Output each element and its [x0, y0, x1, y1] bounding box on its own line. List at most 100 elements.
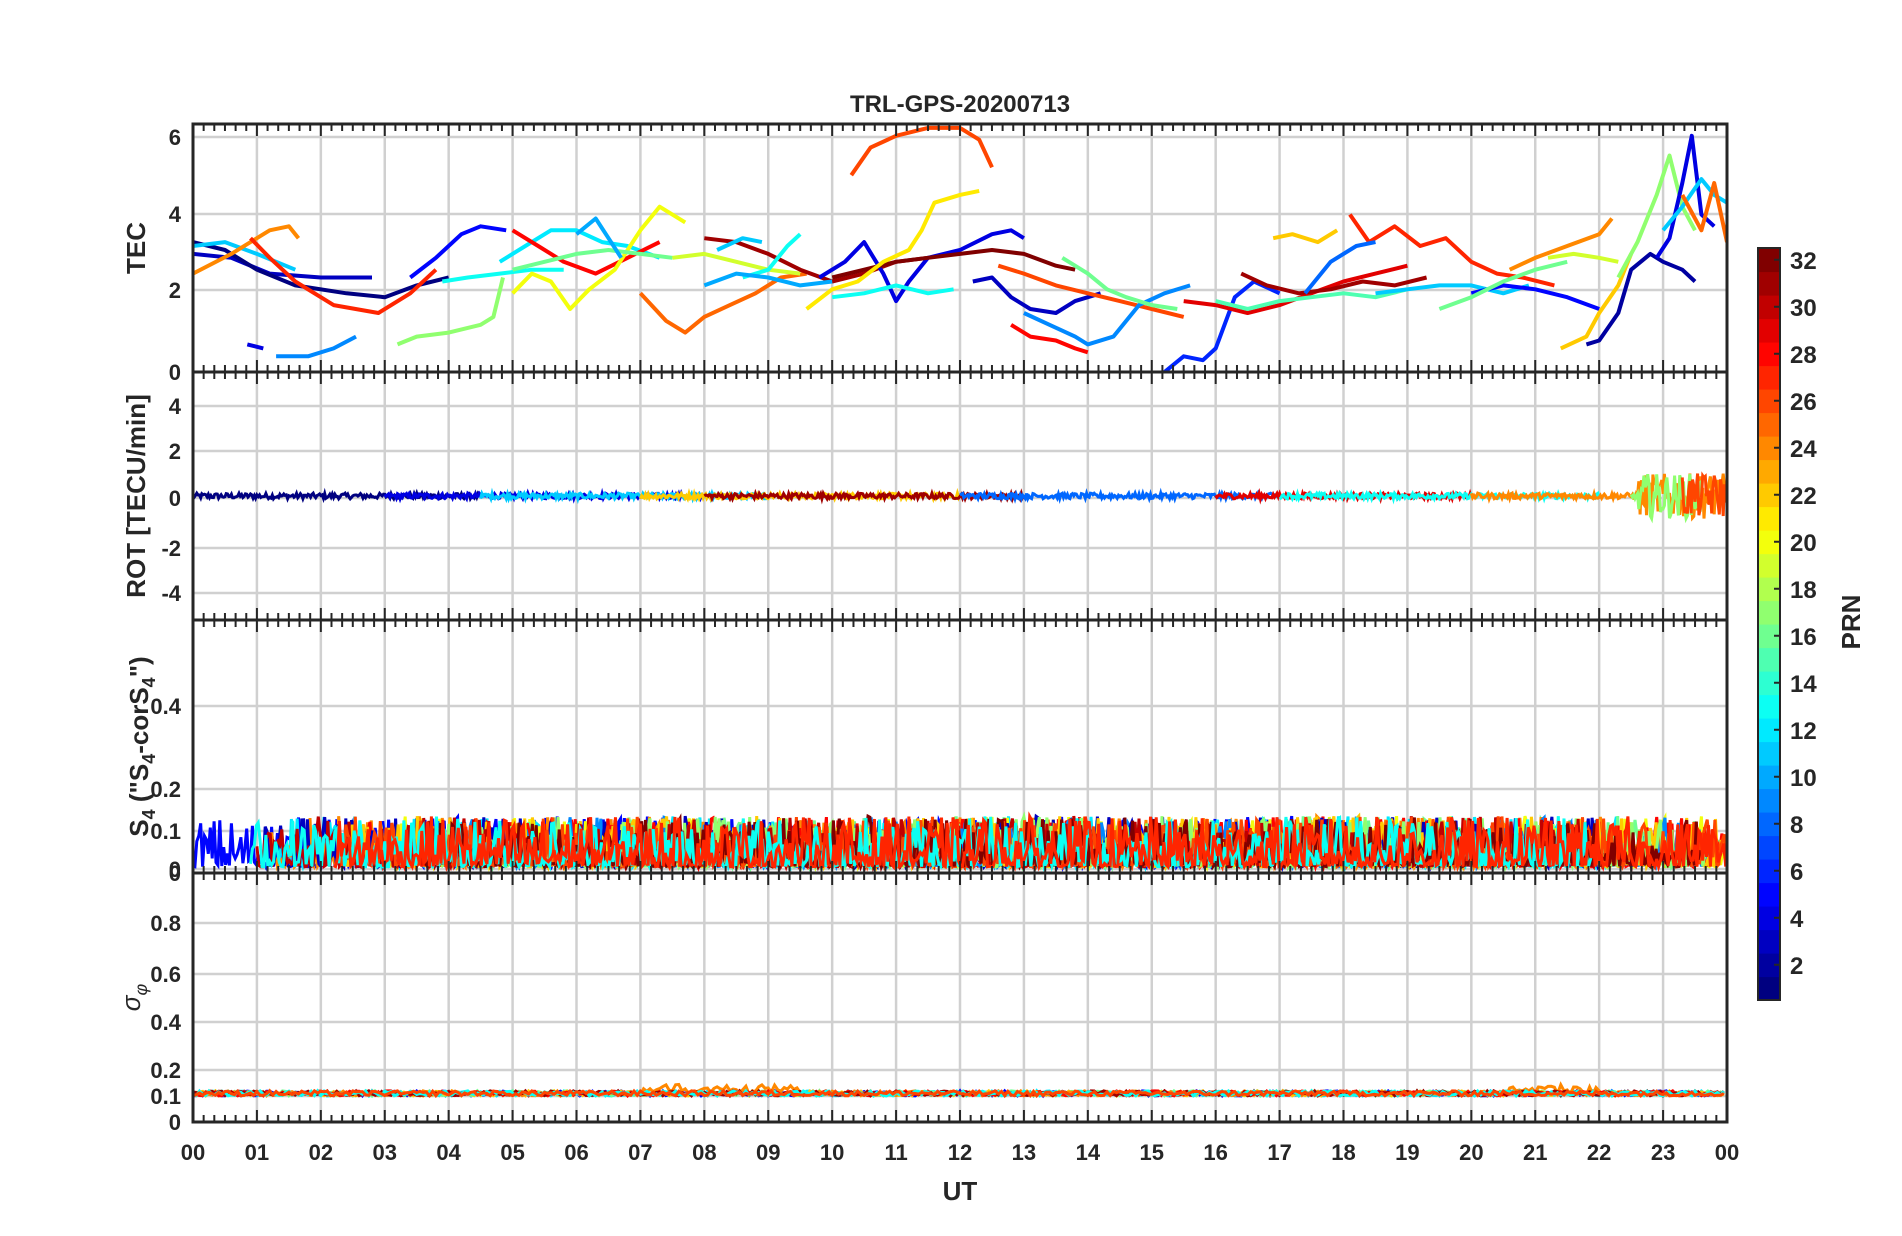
x-tick-label: 04 — [436, 1140, 461, 1165]
x-tick-label: 15 — [1140, 1140, 1164, 1165]
y-tick-label: -4 — [161, 581, 181, 606]
colorbar-tick-label: 26 — [1790, 389, 1817, 416]
y-tick-label: 0 — [169, 861, 181, 886]
colorbar-band — [1758, 976, 1780, 1001]
colorbar-tick-label: 2 — [1790, 953, 1803, 980]
colorbar-band — [1758, 342, 1780, 367]
tec-series-prn-12 — [498, 228, 661, 264]
rot-series-prn-26 — [1680, 471, 1727, 517]
y-axis-label-subscript: 4 — [139, 677, 159, 687]
s4-series-prn-32 — [421, 813, 1702, 873]
colorbar-tick-label: 12 — [1790, 718, 1817, 745]
rot-series-prn-17 — [1629, 473, 1703, 524]
x-tick-label: 00 — [1715, 1140, 1739, 1165]
y-axis-label-text: ") — [124, 656, 154, 677]
colorbar-tick-label: 4 — [1790, 906, 1804, 933]
y-tick-label: 0.2 — [150, 777, 181, 802]
x-tick-label: 22 — [1587, 1140, 1611, 1165]
x-tick-label: 01 — [245, 1140, 269, 1165]
colorbar-band — [1758, 506, 1780, 531]
tec-series-prn-16 — [1061, 256, 1178, 311]
y-axis-label-subscript: 4 — [139, 809, 159, 819]
tec-series-prn-28 — [511, 228, 661, 276]
colorbar-band — [1758, 788, 1780, 813]
y-tick-label: 0.1 — [150, 819, 181, 844]
x-tick-label: 12 — [948, 1140, 972, 1165]
tec-series-prn-10 — [575, 216, 623, 259]
y-tick-label: 0.2 — [150, 1058, 181, 1083]
colorbar-tick-label: 32 — [1790, 248, 1817, 275]
colorbar-band — [1758, 389, 1780, 414]
x-tick-label: 20 — [1459, 1140, 1483, 1165]
colorbar-frame — [1757, 247, 1781, 1001]
x-tick-label: 18 — [1331, 1140, 1355, 1165]
colorbar-band — [1758, 647, 1780, 672]
x-tick-label: 03 — [373, 1140, 397, 1165]
colorbar-band — [1758, 271, 1780, 296]
x-tick-label: 02 — [309, 1140, 333, 1165]
y-tick-label: 6 — [169, 125, 181, 150]
grid — [193, 124, 1727, 372]
colorbar-tick-label: 14 — [1790, 671, 1817, 698]
colorbar-band — [1758, 318, 1780, 343]
axes-frame — [191, 871, 1729, 1124]
sigma-phi-series-prn-26 — [193, 1088, 1725, 1099]
tec-series-prn-22 — [1559, 253, 1633, 351]
colorbar-band — [1758, 765, 1780, 790]
tec-series-prn-16 — [512, 248, 673, 272]
colorbar-tick-label: 30 — [1790, 295, 1817, 322]
colorbar-band — [1758, 459, 1780, 484]
tec-series-prn-26 — [849, 125, 994, 177]
colorbar-band — [1758, 812, 1780, 837]
tec-series-prn-6 — [1163, 279, 1281, 372]
tec-series-prn-9 — [276, 334, 357, 359]
y-tick-label: 2 — [169, 278, 181, 303]
tec-series-prn-4 — [246, 342, 264, 351]
tec-series-prn-5 — [409, 224, 507, 280]
y-tick-label: 0 — [169, 360, 181, 385]
tec-series-prn-22 — [1272, 228, 1339, 245]
y-tick-label: 0 — [169, 1110, 181, 1135]
colorbar-band — [1758, 906, 1780, 931]
x-tick-label: 06 — [564, 1140, 588, 1165]
y-axis-label: S4 ("S4-corS4") — [124, 656, 159, 836]
colorbar-band — [1758, 436, 1780, 461]
tec-series-prn-19 — [672, 251, 801, 276]
x-tick-label: 21 — [1523, 1140, 1547, 1165]
colorbar-tick-label: 22 — [1790, 483, 1817, 510]
y-tick-label: -2 — [161, 536, 181, 561]
tec-series-prn-11 — [716, 236, 763, 252]
x-axis-label: UT — [943, 1176, 978, 1206]
x-tick-label: 14 — [1076, 1140, 1101, 1165]
x-tick-labels: 00 01 02 03 04 05 06 07 08 09 10 11 12 13 14 15 16 17 18 19… — [181, 1140, 1739, 1165]
y-axis-label-text: -corS — [124, 687, 154, 753]
colorbar-band — [1758, 835, 1780, 860]
y-axis-label-text: S — [124, 819, 154, 836]
x-tick-label: 16 — [1203, 1140, 1227, 1165]
tec-series-prn-24 — [1508, 217, 1614, 272]
colorbar-tick-label: 18 — [1790, 577, 1817, 604]
y-axis-label: TEC — [121, 222, 151, 274]
tec-series-prn-3 — [972, 275, 1102, 315]
y-tick-label: 0.6 — [150, 962, 181, 987]
chart-title: TRL-GPS-20200713 — [850, 91, 1070, 118]
tec-series-prn-20 — [511, 204, 687, 311]
colorbar-tick-label: 16 — [1790, 624, 1817, 651]
tec-series-prn-15 — [1215, 287, 1408, 311]
y-tick-label: 0.8 — [150, 911, 181, 936]
x-tick-label: 08 — [692, 1140, 716, 1165]
colorbar-band — [1758, 248, 1780, 273]
colorbar-tick-label: 10 — [1790, 765, 1817, 792]
y-tick-label: 0.4 — [150, 694, 181, 719]
y-tick-label: 0.1 — [150, 1084, 181, 1109]
tec-series-prn-28 — [1010, 323, 1089, 355]
colorbar-label: PRN — [1836, 595, 1866, 650]
x-tick-label: 19 — [1395, 1140, 1419, 1165]
x-tick-label: 09 — [756, 1140, 780, 1165]
colorbar-tick-label: 6 — [1790, 859, 1803, 886]
x-tick-label: 00 — [181, 1140, 205, 1165]
grid — [193, 873, 1727, 1122]
panel-3: 000.10.20.4S4 ("S4-corS4") — [124, 618, 1729, 886]
x-tick-label: 11 — [884, 1140, 907, 1165]
tec-series-prn-16 — [1438, 259, 1568, 311]
